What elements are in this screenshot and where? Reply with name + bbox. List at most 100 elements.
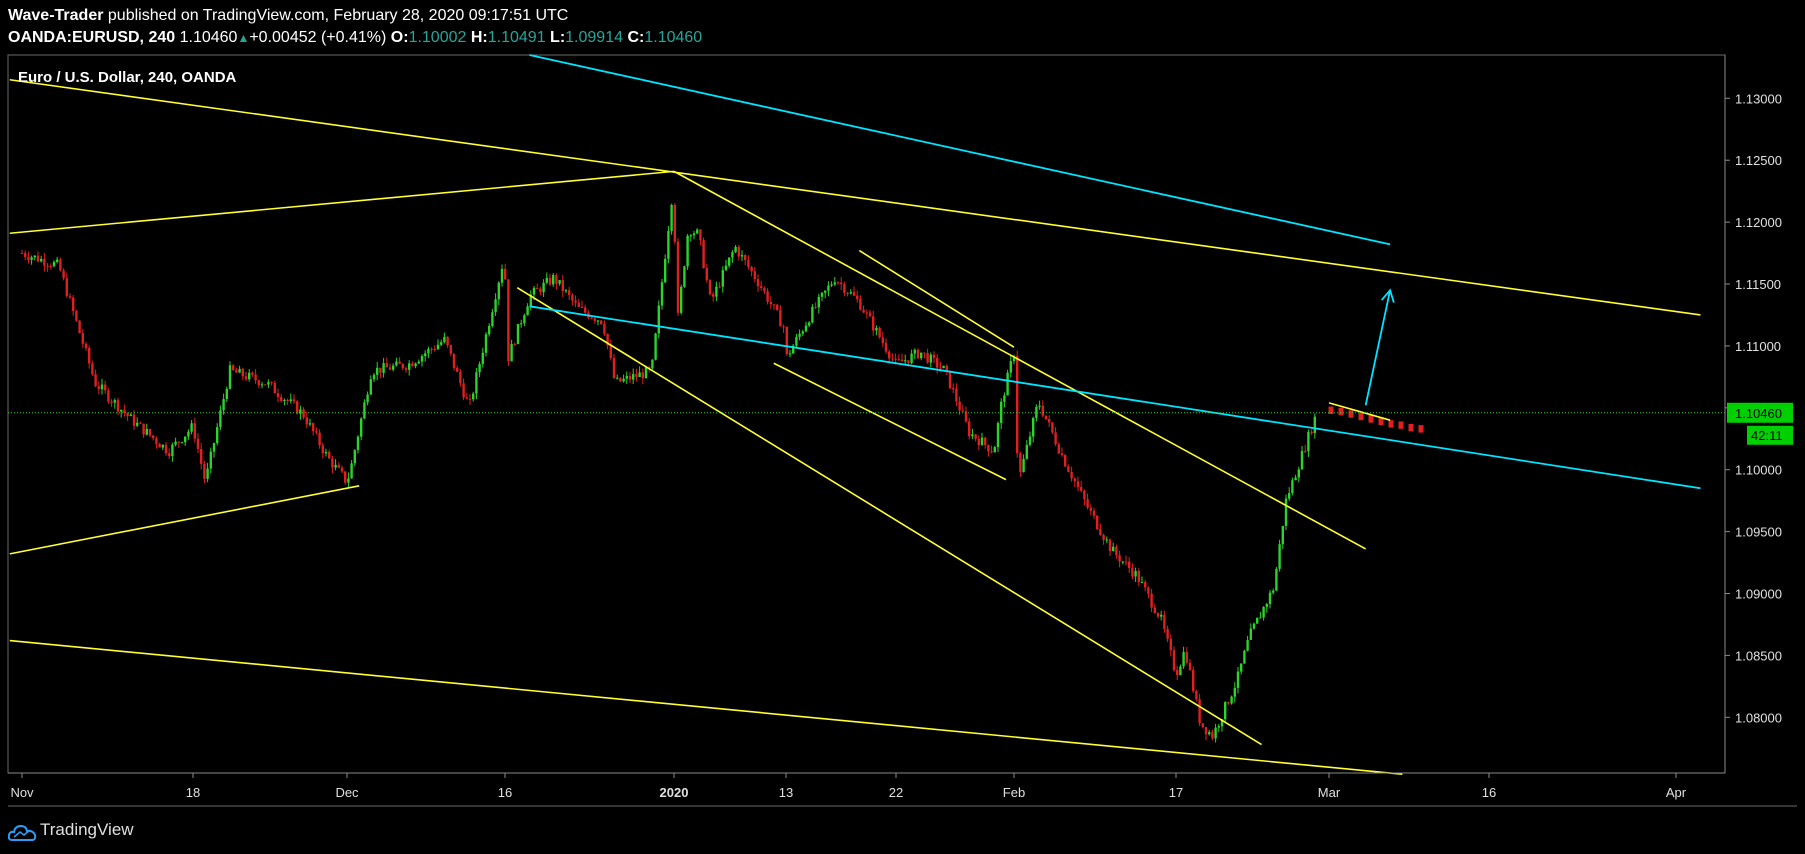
candle-body [1378,417,1384,426]
time-tick-label: 16 [498,785,512,800]
trendline[interactable] [773,362,1007,481]
candle-body [187,431,190,437]
candle-body [334,464,337,468]
candle-body [801,331,804,334]
candle-body [200,448,203,464]
candle-body [1067,466,1070,472]
candle-body [472,393,475,400]
candle-body [1044,415,1048,420]
candle-body [558,280,561,284]
candle-body [564,290,568,292]
candle-body [363,402,366,419]
candle-body [232,365,235,370]
candle-body [964,411,968,422]
candle-body [20,253,24,255]
trendline[interactable] [516,287,1262,746]
candle-body [222,399,225,411]
time-tick-label: 13 [779,785,793,800]
candle-body [1051,422,1054,433]
trendline[interactable] [858,249,1015,348]
candle-body [1246,639,1249,651]
candle-body [932,354,936,358]
candle-body [1105,539,1108,541]
candle-body [904,360,907,362]
candle-body [168,453,171,457]
candle-body [462,383,465,398]
trendline[interactable] [9,170,675,235]
candle-body [1118,555,1121,562]
candle-body [936,357,939,368]
candle-body [392,365,395,370]
candle-body [1348,410,1354,418]
candle-body [289,399,292,402]
candle-body [1304,450,1307,452]
trendlines-layer[interactable] [8,54,1725,776]
close-label: C: [627,29,645,46]
candle-body [760,286,763,289]
candle-body [27,257,30,260]
projection-line[interactable] [1364,290,1391,406]
trendline[interactable] [9,639,1403,776]
symbol-label: OANDA:EURUSD, 240 [8,29,176,46]
projection-line[interactable] [529,305,1701,490]
candle-body [731,252,734,258]
candle-body [481,352,484,364]
candle-body [468,398,472,400]
candle-body [1297,469,1300,478]
candle-body [184,436,187,443]
candle-body [977,438,980,446]
candle-body [875,327,878,331]
candle-body [164,444,168,454]
candle-body [1022,458,1025,472]
time-tick-label: 17 [1169,785,1183,800]
candle-body [584,307,587,313]
trendline[interactable] [9,485,360,555]
plot-area[interactable] [7,54,1726,774]
author-name[interactable]: Wave-Trader [8,7,104,24]
candle-body [129,414,132,417]
candle-body [46,265,49,267]
candle-body [609,345,612,358]
candle-body [1086,499,1089,508]
candle-body [651,359,654,369]
close-value: 1.10460 [644,29,703,46]
candle-body [510,343,513,362]
candle-body [1214,727,1217,739]
arrowhead-icon [1380,288,1395,303]
candle-body [628,375,632,380]
candle-body [420,356,424,362]
candle-body [772,304,776,306]
candle-body [811,306,814,323]
candle-body [993,447,996,453]
candle-body [817,296,820,308]
projection-line[interactable] [529,54,1391,246]
candle-body [641,372,644,379]
candle-body [1156,613,1160,617]
candle-body [878,327,881,338]
candle-body [990,451,993,453]
candle-body [254,374,257,381]
candle-body [785,326,788,355]
candle-body [840,282,843,285]
candle-body [1265,604,1268,608]
chart-title: Euro / U.S. Dollar, 240, OANDA [18,69,237,86]
publish-text: published on TradingView.com, February 2… [103,7,569,24]
candle-body [376,367,379,375]
brand-name[interactable]: TradingView [40,820,134,839]
candle-body [206,468,209,479]
candle-body [532,287,536,295]
trendline[interactable] [1328,402,1391,421]
candle-body [1140,582,1144,584]
trendline[interactable] [9,78,1701,316]
candle-body [769,301,772,305]
candle-body [91,363,94,375]
candle-body [385,363,388,368]
candle-body [1268,592,1272,605]
candles-layer [20,203,1424,743]
candle-body [520,323,523,325]
candle-body [366,394,369,403]
candle-body [539,288,542,293]
candle-body [888,351,891,359]
trendline[interactable] [673,170,1367,550]
